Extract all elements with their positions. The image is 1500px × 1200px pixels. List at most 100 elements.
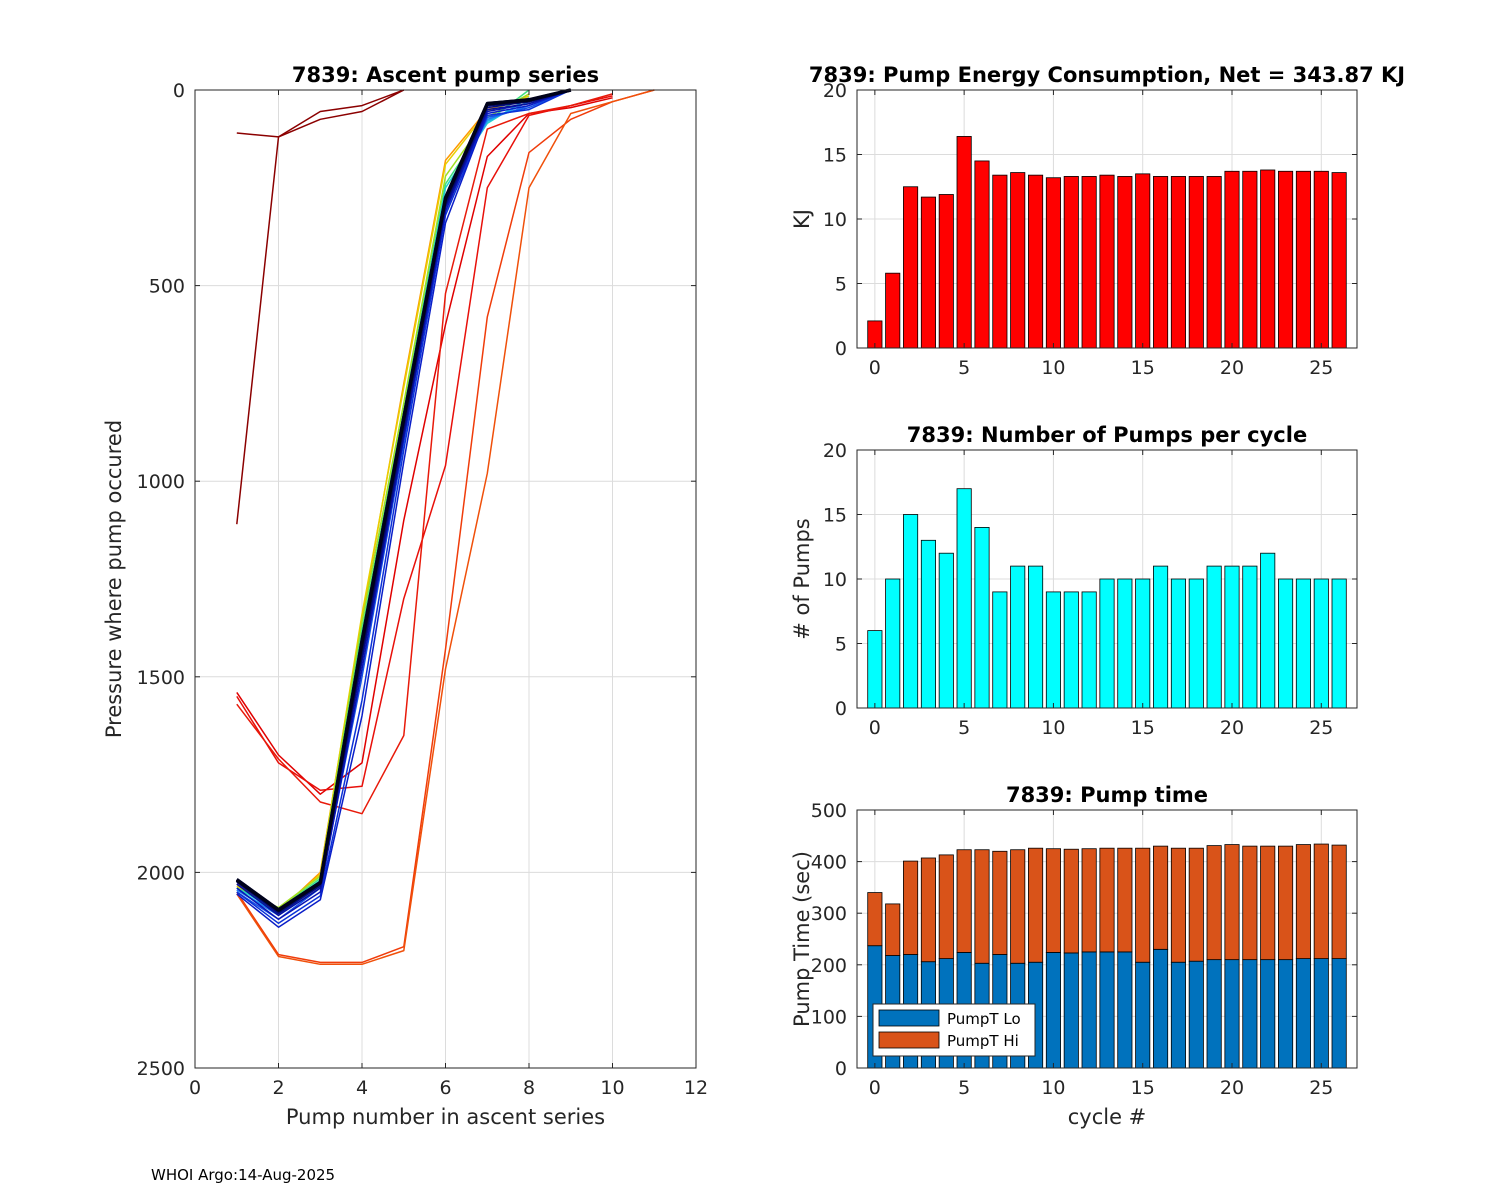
bar: [920, 857, 936, 963]
bar: [1153, 948, 1169, 1069]
x-tick-label: 10: [1041, 717, 1065, 739]
series-line: [236, 89, 572, 913]
bar: [1331, 172, 1347, 349]
series-line: [236, 101, 530, 915]
bar: [1206, 565, 1222, 709]
x-tick-label: 2: [272, 1077, 284, 1099]
chart-title: 7839: Ascent pump series: [292, 63, 599, 87]
bar: [1278, 959, 1294, 1069]
bar: [938, 194, 954, 349]
chart-title: 7839: Pump time: [1006, 783, 1208, 807]
bar: [1188, 578, 1204, 709]
bar: [1153, 565, 1169, 709]
bar: [903, 186, 919, 349]
bar: [1170, 847, 1186, 963]
bar: [1224, 565, 1240, 709]
bar: [1010, 565, 1026, 709]
series-line: [235, 88, 572, 912]
bar: [885, 272, 901, 349]
y-tick-label: 0: [835, 338, 847, 360]
y-tick-label: 0: [173, 80, 185, 102]
bar: [1260, 169, 1276, 349]
bar: [1313, 578, 1329, 709]
x-tick-label: 20: [1220, 717, 1244, 739]
bar: [1331, 578, 1347, 709]
series-line: [236, 89, 572, 921]
axes-box: [856, 809, 1358, 1069]
bar: [1188, 176, 1204, 349]
series-line: [236, 89, 572, 925]
y-tick-label: 20: [823, 80, 847, 102]
bar: [1135, 173, 1151, 349]
bar: [1206, 959, 1222, 1069]
bar: [1081, 591, 1097, 709]
series-line: [236, 89, 572, 921]
y-tick-label: 10: [823, 569, 847, 591]
series-line: [236, 89, 405, 525]
x-tick-label: 10: [600, 1077, 624, 1099]
x-tick-label: 15: [1131, 357, 1155, 379]
bar: [1081, 848, 1097, 953]
x-tick-label: 0: [189, 1077, 201, 1099]
legend-swatch: [878, 1009, 940, 1027]
bar: [1063, 176, 1079, 349]
series-line: [235, 88, 572, 912]
bar: [1331, 958, 1347, 1069]
x-tick-label: 15: [1131, 1077, 1155, 1099]
x-tick-label: 5: [958, 1077, 970, 1099]
bar: [903, 860, 919, 955]
x-tick-label: 25: [1309, 717, 1333, 739]
bar: [885, 578, 901, 709]
bar: [1045, 591, 1061, 709]
bar: [1117, 176, 1133, 349]
bar: [1099, 847, 1115, 953]
series-line: [236, 95, 530, 913]
bar: [1063, 952, 1079, 1069]
bar: [974, 849, 990, 964]
bar: [1295, 578, 1311, 709]
bar: [1045, 848, 1061, 953]
bar: [1206, 176, 1222, 349]
footer-text: WHOI Argo:14-Aug-2025: [151, 1166, 336, 1184]
bar: [938, 854, 954, 960]
y-tick-label: 0: [835, 1058, 847, 1080]
legend: PumpT Lo PumpT Hi: [872, 1003, 1036, 1057]
bar: [1242, 170, 1258, 349]
bar: [974, 527, 990, 709]
series-line: [236, 89, 572, 928]
bar: [1081, 176, 1097, 349]
bar: [1242, 565, 1258, 709]
bar: [1331, 844, 1347, 960]
y-tick-label: 400: [811, 852, 847, 874]
bar: [867, 892, 883, 947]
bar: [1170, 578, 1186, 709]
y-tick-label: 5: [835, 634, 847, 656]
y-tick-label: 500: [811, 800, 847, 822]
bar: [1260, 959, 1276, 1069]
y-tick-label: 5: [835, 274, 847, 296]
chart-pumps: 0 5 10 15 20 25 0 5 10 15 20 7839: Number of Pumps …: [790, 423, 1358, 739]
x-tick-label: 5: [958, 357, 970, 379]
bar: [1313, 843, 1329, 960]
bar: [1135, 578, 1151, 709]
chart-title: 7839: Pump Energy Consumption, Net = 343…: [809, 63, 1405, 87]
y-tick-label: 300: [811, 903, 847, 925]
y-axis-label: KJ: [790, 209, 814, 229]
bar: [1260, 845, 1276, 961]
series-line: [236, 89, 405, 138]
bar: [1099, 174, 1115, 349]
bar: [1242, 959, 1258, 1069]
x-axis-label: Pump number in ascent series: [286, 1105, 605, 1129]
bar: [867, 630, 883, 709]
bar: [1117, 847, 1133, 953]
legend-label: PumpT Lo: [947, 1010, 1021, 1028]
bar: [1028, 847, 1044, 963]
bar: [1153, 176, 1169, 349]
chart-title: 7839: Number of Pumps per cycle: [907, 423, 1307, 447]
bar: [1170, 961, 1186, 1069]
bar: [1099, 578, 1115, 709]
bar: [1045, 177, 1061, 349]
bar: [1278, 170, 1294, 349]
bar: [1135, 847, 1151, 963]
